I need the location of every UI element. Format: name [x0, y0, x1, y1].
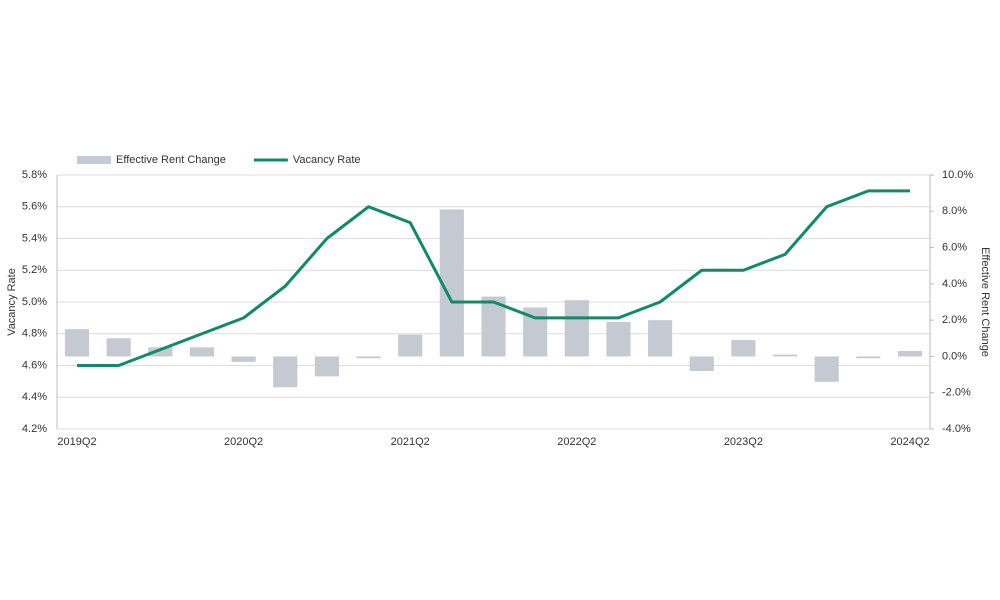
- bar: [64, 329, 90, 357]
- legend-label: Effective Rent Change: [116, 154, 226, 166]
- y-tick-label: 5.0%: [22, 296, 47, 308]
- bar: [148, 347, 173, 357]
- x-tick-label: 2021Q2: [391, 436, 430, 448]
- y2-axis-label: Effective Rent Change: [979, 247, 991, 357]
- bar: [897, 350, 923, 357]
- y-tick-label: 5.8%: [22, 169, 47, 181]
- x-tick-label: 2024Q2: [890, 436, 929, 448]
- y2-tick-label: 0.0%: [942, 350, 967, 362]
- y-tick-label: 5.6%: [22, 201, 47, 213]
- y2-tick-label: 10.0%: [942, 169, 973, 181]
- bar: [106, 338, 131, 357]
- y-tick-label: 4.2%: [22, 423, 47, 435]
- y2-tick-label: 8.0%: [942, 205, 967, 217]
- bar: [856, 356, 881, 359]
- y-tick-label: 4.4%: [22, 391, 47, 403]
- y2-tick-label: 6.0%: [942, 241, 967, 253]
- y-tick-label: 5.4%: [22, 232, 47, 244]
- y2-tick-label: 4.0%: [942, 278, 967, 290]
- bar: [439, 209, 464, 357]
- y2-tick-label: 2.0%: [942, 314, 967, 326]
- x-tick-label: 2019Q2: [57, 436, 96, 448]
- bar: [398, 334, 423, 357]
- line: [77, 189, 910, 367]
- y2-tick-label: -4.0%: [942, 423, 971, 435]
- legend-swatch: [77, 156, 111, 164]
- y-tick-label: 4.8%: [22, 328, 47, 340]
- bar: [564, 300, 589, 357]
- y-axis-label: Vacancy Rate: [6, 268, 18, 336]
- bar: [314, 356, 339, 377]
- y-tick-label: 4.6%: [22, 359, 47, 371]
- y-tick-label: 5.2%: [22, 264, 47, 276]
- bar: [772, 354, 798, 357]
- x-tick-label: 2022Q2: [557, 436, 596, 448]
- x-tick-label: 2020Q2: [224, 436, 263, 448]
- bar: [689, 356, 714, 371]
- bar: [356, 356, 381, 359]
- y2-tick-label: -2.0%: [942, 387, 971, 399]
- bar: [731, 340, 756, 357]
- legend-label: Vacancy Rate: [293, 154, 361, 166]
- bar: [648, 320, 673, 357]
- bar: [273, 356, 298, 388]
- x-tick-label: 2023Q2: [724, 436, 763, 448]
- bar: [814, 356, 839, 382]
- bar: [606, 321, 631, 357]
- bar: [231, 356, 256, 362]
- bar: [189, 347, 215, 357]
